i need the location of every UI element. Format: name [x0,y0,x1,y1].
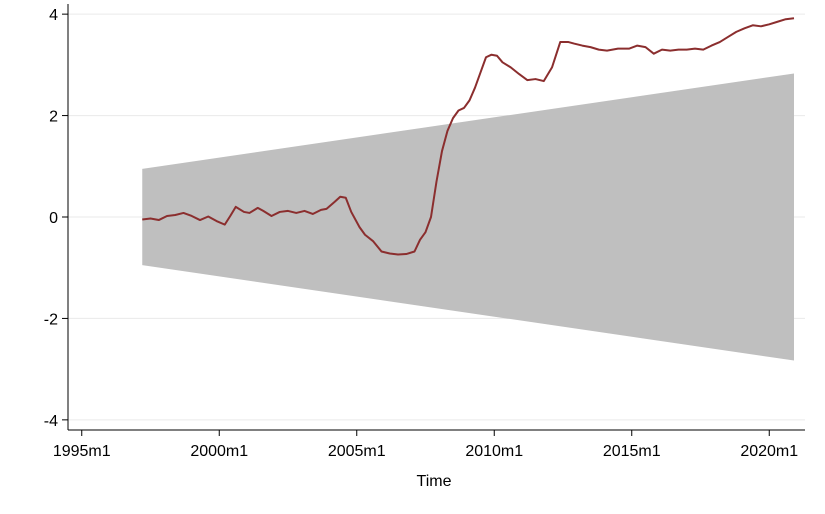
y-tick-label: 4 [49,7,58,24]
x-tick-label: 2000m1 [190,443,248,460]
x-tick-label: 2020m1 [740,443,798,460]
series-line [142,17,795,256]
tick-labels: -4 -2 0 2 4 1995m1 2000m1 2005m1 2010m1 2015m1 202… [44,7,798,460]
y-tick-label: -4 [44,413,58,430]
x-tick-label: 1995m1 [53,443,111,460]
x-tick-label: 2010m1 [465,443,523,460]
y-tick-label: 0 [49,210,58,227]
y-tick-label: 2 [49,109,58,126]
x-tick-label: 2005m1 [328,443,386,460]
axes [62,4,805,436]
confidence-band [142,73,794,361]
confidence-band-layer [142,73,794,361]
x-tick-label: 2015m1 [603,443,661,460]
y-tick-label: -2 [44,311,58,328]
x-axis-title: Time [417,473,452,490]
series-layer [142,17,795,256]
